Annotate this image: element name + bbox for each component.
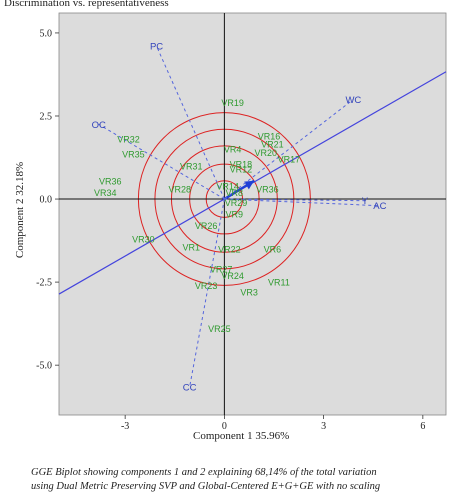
genotype-label: VR11 [268,278,290,288]
genotype-label: VR8 [226,188,244,198]
genotype-label: VR1 [183,243,201,253]
genotype-label: VR22 [218,244,241,254]
genotype-label: VR9 [226,210,244,220]
environment-label: OC [92,120,106,131]
environment-label: AC [373,201,386,212]
genotype-label: VR21 [261,140,284,150]
genotype-label: VR34 [94,188,117,198]
figure-caption: GGE Biplot showing components 1 and 2 ex… [31,466,451,494]
genotype-label: VR17 [278,155,301,165]
genotype-label: VR4 [224,145,242,155]
genotype-label: VR6 [264,244,282,254]
environment-vector [189,198,225,387]
y-tick-label: 2.5 [40,111,53,122]
environment-label: WC [345,95,361,106]
genotype-label: VR18 [230,160,253,170]
genotype-label: VR24 [221,271,244,281]
genotype-label: VR30 [132,234,155,244]
genotype-label: VR14 [216,181,239,191]
genotype-label: VR29 [225,198,248,208]
x-axis-label: Component 1 35.96% [193,430,290,442]
x-tick-label: -3 [121,421,129,432]
average-environment-arrowhead [244,180,255,190]
genotype-label: VR35 [122,150,145,160]
x-tick-label: 6 [420,421,425,432]
environment-vector [224,198,380,207]
environment-label: PC [150,42,163,53]
environment-label: Y [362,196,369,207]
caption-line-2: using Dual Metric Preserving SVP and Glo… [31,481,381,492]
y-tick-label: 0.0 [40,195,53,206]
genotype-label: VR16 [258,131,281,141]
genotype-label: VR36 [99,176,122,186]
caption-line-1: GGE Biplot showing components 1 and 2 ex… [31,467,377,478]
genotype-label: VR28 [168,185,191,195]
genotype-label: VR26 [195,221,218,231]
environment-vector [156,46,225,200]
genotype-label: VR25 [208,324,231,334]
genotype-label: VR36 [256,185,279,195]
genotype-label: VR12 [230,165,253,175]
plot-area [58,12,447,416]
y-tick-label: -2.5 [36,278,52,289]
y-tick-label: 5.0 [40,28,53,39]
y-tick-label: -5.0 [36,361,52,372]
genotype-label: VR27 [210,264,233,274]
environment-label: CC [183,382,197,393]
genotype-label: VR32 [117,135,140,145]
genotype-label: VR23 [195,281,218,291]
environment-vector [98,123,225,200]
genotype-label: VR20 [254,148,277,158]
x-tick-label: 0 [222,421,227,432]
y-axis-label: Component 2 32.18% [14,161,26,259]
genotype-label: VR19 [221,98,244,108]
chart-title: Discrimination vs. representativeness [4,0,169,9]
genotype-label: VR3 [240,288,258,298]
x-tick-label: 3 [321,421,326,432]
genotype-label: VR31 [180,161,203,171]
